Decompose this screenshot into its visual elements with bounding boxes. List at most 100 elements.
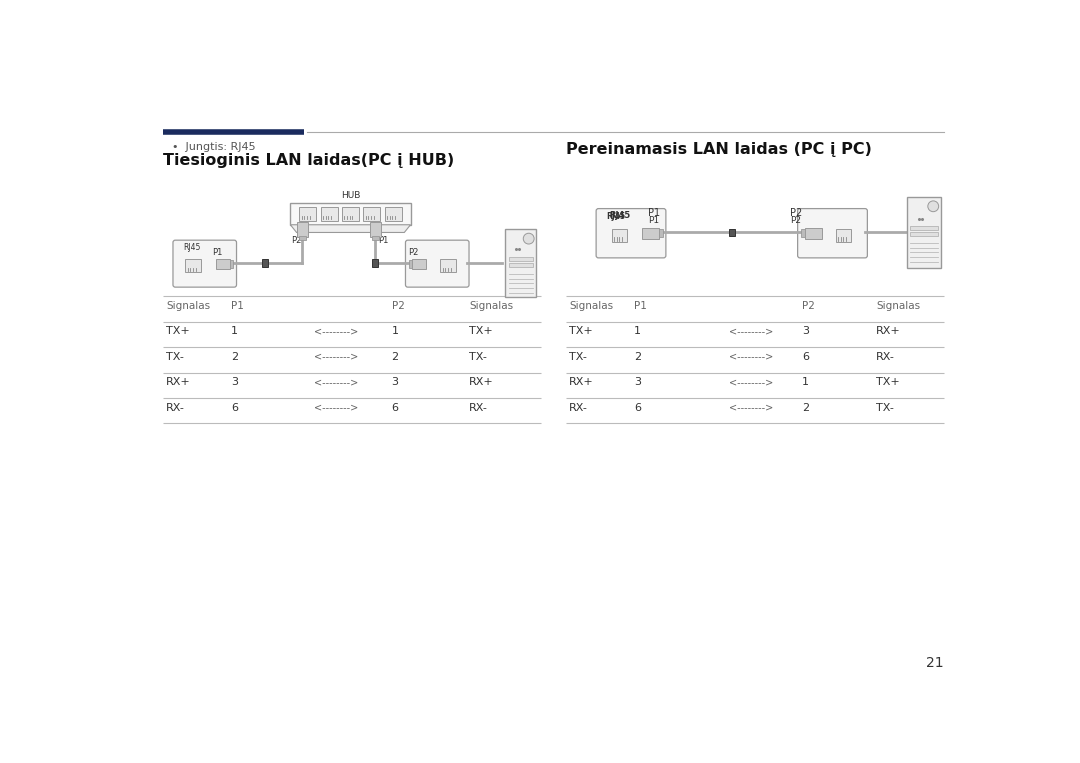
Text: P1: P1: [213, 248, 222, 257]
Text: Signalas: Signalas: [469, 301, 513, 311]
Text: P2: P2: [291, 236, 301, 245]
Bar: [373, 259, 378, 267]
FancyBboxPatch shape: [798, 208, 867, 258]
Text: P2: P2: [789, 208, 802, 217]
Text: 21: 21: [927, 656, 944, 670]
Text: 2: 2: [634, 352, 642, 362]
Bar: [363, 207, 380, 221]
Text: <-------->: <-------->: [314, 377, 359, 388]
Text: RJ45: RJ45: [606, 211, 625, 221]
Text: <-------->: <-------->: [314, 352, 359, 362]
Text: P1: P1: [378, 236, 389, 245]
Text: RJ45: RJ45: [609, 211, 631, 220]
Text: 1: 1: [802, 377, 809, 388]
Text: P2: P2: [789, 215, 801, 224]
Circle shape: [524, 233, 535, 244]
Bar: [408, 260, 413, 268]
Text: HUB: HUB: [341, 191, 360, 200]
Text: Pereinamasis LAN laidas (PC į PC): Pereinamasis LAN laidas (PC į PC): [566, 142, 872, 156]
Text: Signalas: Signalas: [569, 301, 613, 311]
Text: •  Jungtis: RJ45: • Jungtis: RJ45: [172, 142, 256, 152]
Text: <-------->: <-------->: [729, 327, 773, 336]
Text: 6: 6: [231, 403, 238, 413]
Text: RX+: RX+: [876, 327, 901, 336]
Bar: [910, 233, 937, 237]
Text: TX-: TX-: [569, 352, 586, 362]
FancyBboxPatch shape: [173, 240, 237, 287]
Text: RX+: RX+: [469, 377, 494, 388]
Text: P2: P2: [408, 248, 418, 257]
Text: 6: 6: [802, 352, 809, 362]
Text: TX+: TX+: [469, 327, 492, 336]
Text: 1: 1: [231, 327, 238, 336]
Text: Signalas: Signalas: [876, 301, 920, 311]
Text: P1: P1: [231, 301, 244, 311]
FancyBboxPatch shape: [596, 208, 666, 258]
Text: <-------->: <-------->: [314, 327, 359, 336]
FancyBboxPatch shape: [405, 240, 469, 287]
Bar: [509, 263, 534, 267]
Bar: [907, 197, 941, 268]
Bar: [321, 207, 338, 221]
Text: Signalas: Signalas: [166, 301, 211, 311]
Text: 3: 3: [802, 327, 809, 336]
Text: TX-: TX-: [166, 352, 184, 362]
Bar: [805, 228, 822, 239]
Bar: [262, 259, 268, 267]
Bar: [441, 259, 456, 272]
Text: RJ45: RJ45: [183, 243, 201, 253]
Bar: [369, 222, 380, 237]
Bar: [413, 259, 427, 269]
Text: <-------->: <-------->: [314, 403, 359, 413]
Text: RX-: RX-: [469, 403, 488, 413]
Bar: [642, 228, 659, 239]
Bar: [216, 259, 230, 269]
Text: 1: 1: [634, 327, 642, 336]
Text: 2: 2: [231, 352, 239, 362]
Text: TX+: TX+: [166, 327, 190, 336]
Bar: [297, 222, 308, 237]
Text: <-------->: <-------->: [729, 403, 773, 413]
Text: 3: 3: [231, 377, 238, 388]
Bar: [342, 207, 359, 221]
Text: 3: 3: [634, 377, 642, 388]
Text: TX-: TX-: [876, 403, 894, 413]
Text: 1: 1: [392, 327, 399, 336]
Text: <-------->: <-------->: [729, 352, 773, 362]
Bar: [291, 203, 410, 225]
Text: P1: P1: [634, 301, 647, 311]
Text: 6: 6: [392, 403, 399, 413]
Text: RX+: RX+: [166, 377, 191, 388]
Text: RX-: RX-: [569, 403, 588, 413]
Bar: [384, 207, 402, 221]
Text: RX-: RX-: [876, 352, 894, 362]
Text: TX+: TX+: [876, 377, 900, 388]
Text: 2: 2: [802, 403, 809, 413]
Text: RX+: RX+: [569, 377, 594, 388]
Text: 2: 2: [392, 352, 399, 362]
Bar: [659, 230, 663, 237]
Bar: [910, 227, 937, 230]
Bar: [800, 230, 805, 237]
Bar: [505, 230, 537, 297]
Bar: [372, 236, 378, 240]
Bar: [509, 257, 534, 261]
Text: P2: P2: [392, 301, 404, 311]
Text: RX-: RX-: [166, 403, 185, 413]
Bar: [299, 207, 316, 221]
Text: 6: 6: [634, 403, 642, 413]
Text: P2: P2: [802, 301, 815, 311]
Bar: [611, 229, 627, 242]
Text: 3: 3: [392, 377, 399, 388]
Circle shape: [928, 201, 939, 211]
Polygon shape: [291, 225, 410, 233]
Text: <-------->: <-------->: [729, 377, 773, 388]
Text: TX-: TX-: [469, 352, 487, 362]
Bar: [836, 229, 851, 242]
Text: P1: P1: [648, 215, 659, 224]
Bar: [186, 259, 201, 272]
Text: TX+: TX+: [569, 327, 593, 336]
Bar: [729, 229, 734, 237]
Bar: [299, 236, 306, 240]
Text: Tiesioginis LAN laidas(PC į HUB): Tiesioginis LAN laidas(PC į HUB): [163, 153, 455, 168]
